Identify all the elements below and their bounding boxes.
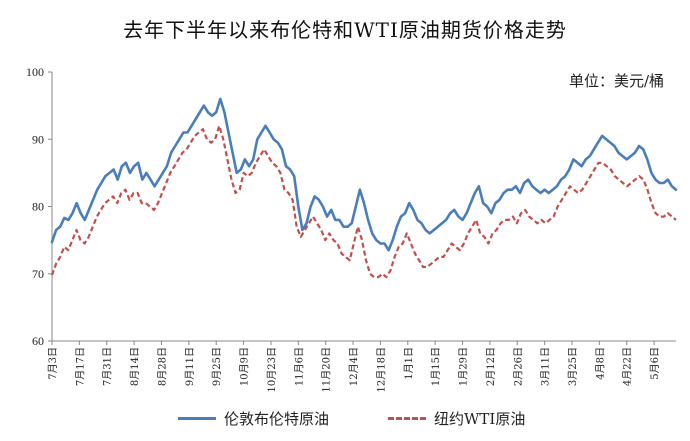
y-tick-label: 90 xyxy=(32,132,44,146)
x-tick-label: 9月25日 xyxy=(211,347,223,386)
x-tick-label: 7月31日 xyxy=(102,347,114,386)
y-tick-label: 80 xyxy=(32,200,44,214)
x-tick-label: 8月28日 xyxy=(156,347,168,386)
y-tick-label: 70 xyxy=(32,267,44,281)
x-tick-label: 3月11日 xyxy=(540,347,552,386)
line-chart: 60 70 80 90 100 7月3日 7月17日 7月31日 8月14日 8月28日 9月11日… xyxy=(26,65,678,392)
x-tick-label: 4月8日 xyxy=(594,347,606,380)
y-tick-label: 60 xyxy=(32,334,44,348)
x-tick-label: 1月29日 xyxy=(458,347,470,386)
x-tick-label: 4月22日 xyxy=(622,347,634,386)
chart-axes: 60 70 80 90 100 7月3日 7月17日 7月31日 8月14日 8月28日 9月11日… xyxy=(26,65,676,392)
x-tick-label: 1月1日 xyxy=(403,347,415,380)
y-tick-label: 100 xyxy=(26,65,44,79)
unit-label: 单位：美元/桶 xyxy=(568,72,664,90)
legend-label-brent: 伦敦布伦特原油 xyxy=(224,410,330,428)
legend-swatch-wti xyxy=(388,417,426,420)
chart-title: 去年下半年以来布伦特和WTI原油期货价格走势 xyxy=(123,18,567,42)
x-tick-label: 10月9日 xyxy=(239,347,251,386)
legend-item-wti: 纽约WTI原油 xyxy=(388,408,525,429)
series-layer xyxy=(50,97,678,279)
x-tick-label: 11月20日 xyxy=(321,347,333,392)
x-tick-label: 7月3日 xyxy=(47,347,59,380)
x-tick-label: 8月14日 xyxy=(129,347,141,386)
x-tick-label: 9月11日 xyxy=(184,347,196,386)
x-tick-label: 3月25日 xyxy=(567,347,579,386)
x-tick-label: 1月15日 xyxy=(430,347,442,386)
legend-label-wti: 纽约WTI原油 xyxy=(434,410,526,428)
x-tick-label: 10月23日 xyxy=(266,347,278,392)
x-tick-label: 2月12日 xyxy=(485,347,497,386)
x-tick-label: 12月4日 xyxy=(348,347,360,386)
series-line-brent xyxy=(50,97,678,252)
legend-item-brent: 伦敦布伦特原油 xyxy=(178,408,329,429)
x-tick-label: 11月6日 xyxy=(293,347,305,386)
x-tick-label: 12月18日 xyxy=(375,347,387,392)
x-tick-label: 5月6日 xyxy=(649,347,661,380)
x-tick-label: 7月17日 xyxy=(74,347,86,386)
legend-swatch-brent xyxy=(178,417,216,420)
x-tick-label: 2月26日 xyxy=(512,347,524,386)
